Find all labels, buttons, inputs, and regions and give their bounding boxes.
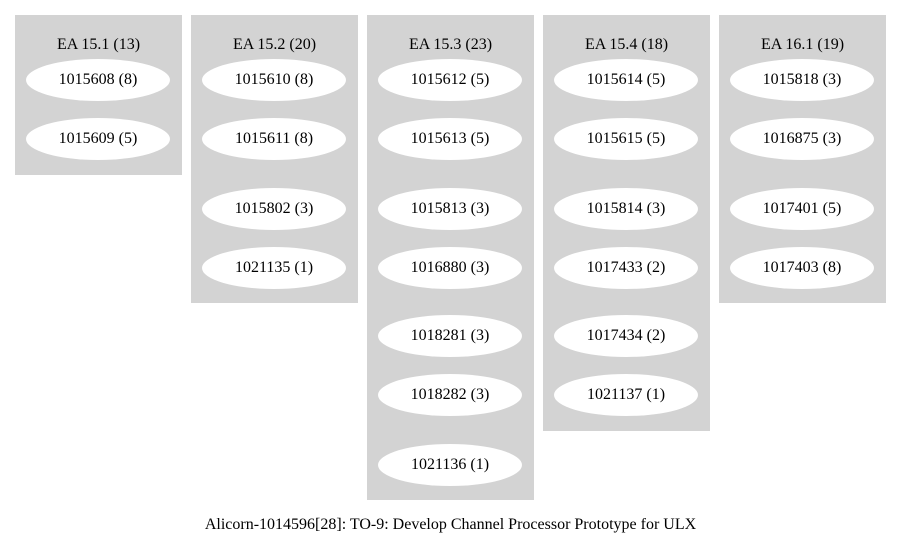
node-1015818[interactable]: 1015818 (3) — [730, 59, 874, 101]
node-1015814[interactable]: 1015814 (3) — [554, 188, 698, 230]
cluster-title: EA 16.1 (19) — [760, 36, 845, 53]
graph-caption: Alicorn-1014596[28]: TO-9: Develop Chann… — [204, 516, 697, 533]
cluster-title: EA 15.3 (23) — [408, 36, 493, 53]
node-1017433[interactable]: 1017433 (2) — [554, 247, 698, 289]
node-1021135[interactable]: 1021135 (1) — [202, 247, 346, 289]
node-1015612[interactable]: 1015612 (5) — [378, 59, 522, 101]
cluster-title: EA 15.4 (18) — [584, 36, 669, 53]
node-1015615[interactable]: 1015615 (5) — [554, 118, 698, 160]
node-1015611[interactable]: 1015611 (8) — [202, 118, 346, 160]
node-1015610[interactable]: 1015610 (8) — [202, 59, 346, 101]
node-1017401[interactable]: 1017401 (5) — [730, 188, 874, 230]
node-1015802[interactable]: 1015802 (3) — [202, 188, 346, 230]
cluster-title: EA 15.2 (20) — [232, 36, 317, 53]
cluster-title: EA 15.1 (13) — [56, 36, 141, 53]
node-1016875[interactable]: 1016875 (3) — [730, 118, 874, 160]
node-1017434[interactable]: 1017434 (2) — [554, 315, 698, 357]
node-1016880[interactable]: 1016880 (3) — [378, 247, 522, 289]
node-1021137[interactable]: 1021137 (1) — [554, 374, 698, 416]
node-1015813[interactable]: 1015813 (3) — [378, 188, 522, 230]
node-1015613[interactable]: 1015613 (5) — [378, 118, 522, 160]
node-1015609[interactable]: 1015609 (5) — [26, 118, 170, 160]
node-1015608[interactable]: 1015608 (8) — [26, 59, 170, 101]
node-1021136[interactable]: 1021136 (1) — [378, 444, 522, 486]
node-1015614[interactable]: 1015614 (5) — [554, 59, 698, 101]
node-1017403[interactable]: 1017403 (8) — [730, 247, 874, 289]
node-1018282[interactable]: 1018282 (3) — [378, 374, 522, 416]
node-1018281[interactable]: 1018281 (3) — [378, 315, 522, 357]
